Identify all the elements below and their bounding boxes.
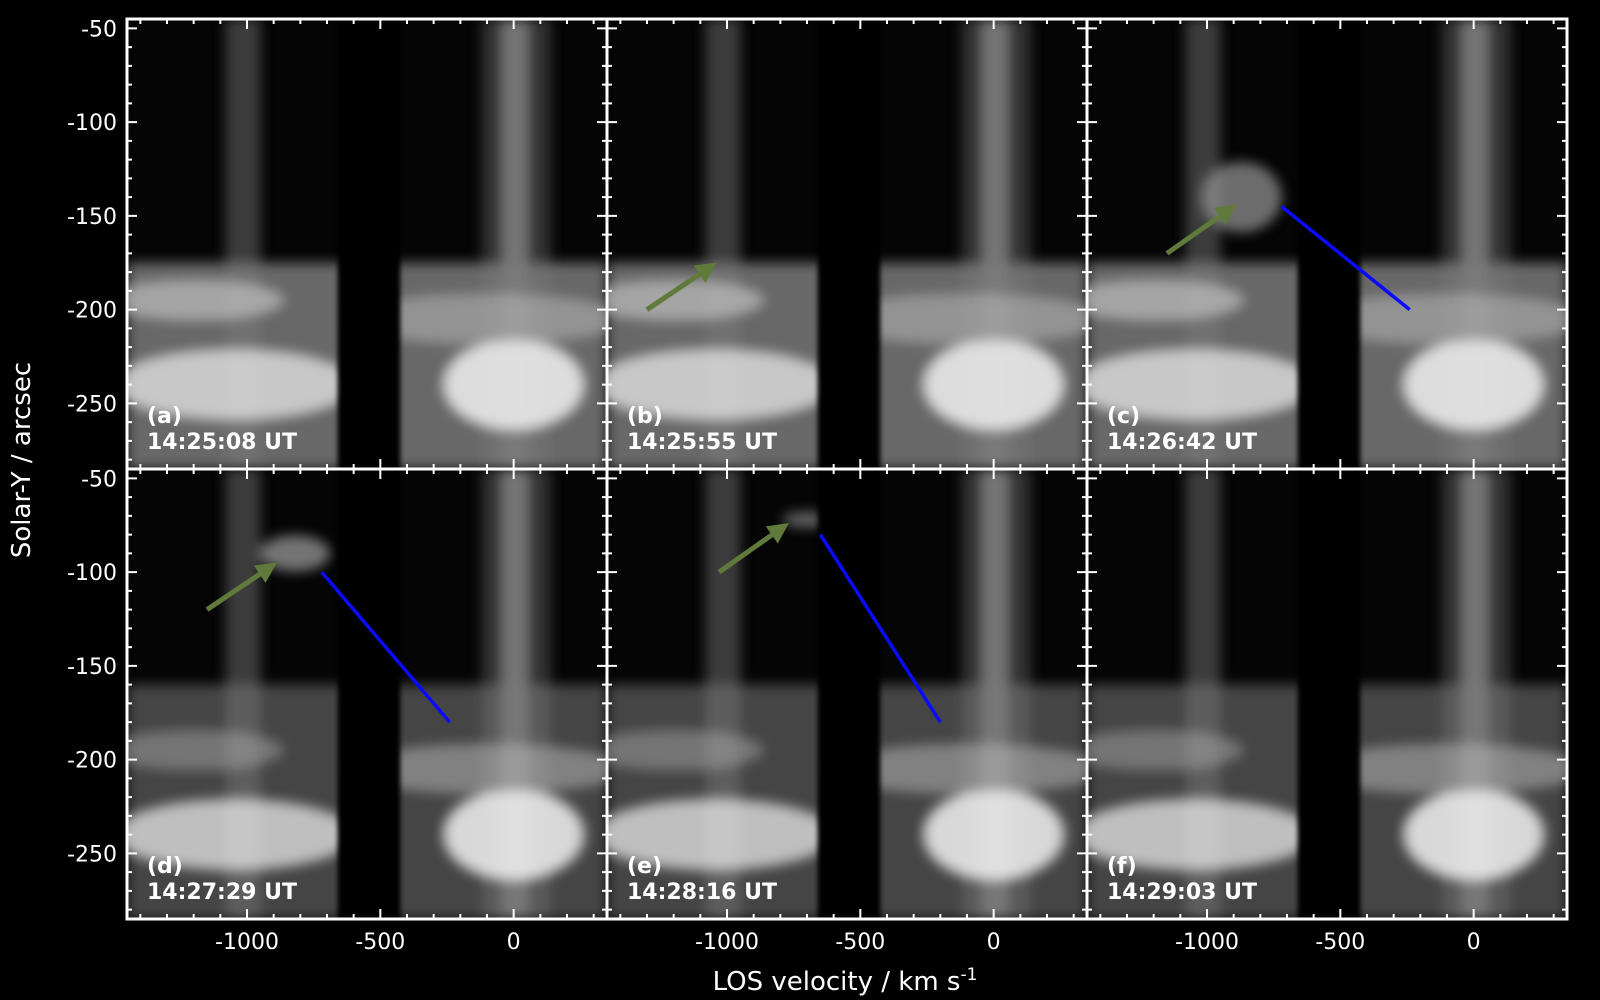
y-tick-label: -50 — [81, 17, 117, 42]
intensity-map — [1087, 469, 1567, 919]
panel-a: -50 -100 -150 -200 -250 (a)14:25:08 UT — [67, 17, 609, 471]
panel-label: (c) — [1107, 404, 1140, 429]
arrow-annotation — [717, 522, 789, 575]
panel-label: (f) — [1107, 854, 1137, 879]
y-tick-label: -250 — [67, 842, 117, 867]
arrow-annotation — [1165, 204, 1237, 256]
panel-time: 14:27:29 UT — [147, 880, 297, 905]
y-tick-label: -150 — [67, 655, 117, 680]
intensity-map — [127, 469, 607, 919]
y-tick-label: -100 — [67, 111, 117, 136]
intensity-map — [127, 19, 607, 469]
intensity-map — [607, 19, 1087, 469]
panel-time: 14:28:16 UT — [627, 880, 777, 905]
fit-line — [320, 570, 451, 724]
panel-time: 14:25:55 UT — [627, 430, 777, 455]
y-tick-label: -100 — [67, 561, 117, 586]
x-tick-label: 0 — [1467, 930, 1481, 955]
panel-c: (c)14:26:42 UT — [1085, 17, 1569, 471]
panel-time: 14:26:42 UT — [1107, 430, 1257, 455]
panel-f: -1000 -500 0 (f)14:29:03 UT — [1085, 467, 1569, 955]
x-tick-label: -500 — [355, 930, 405, 955]
x-tick-label: -1000 — [215, 930, 279, 955]
panel-time: 14:29:03 UT — [1107, 880, 1257, 905]
panel-frame — [1085, 467, 1569, 921]
panel-b: (b)14:25:55 UT — [605, 17, 1089, 471]
arrow-annotation — [205, 562, 278, 612]
panel-e: -1000 -500 0 (e)14:28:16 UT — [605, 467, 1089, 955]
y-tick-label: -200 — [67, 749, 117, 774]
panel-label: (b) — [627, 404, 663, 429]
y-tick-label: -150 — [67, 205, 117, 230]
panel-label: (e) — [627, 854, 662, 879]
intensity-map — [607, 469, 1087, 919]
x-axis-label-main: LOS velocity / km s — [713, 967, 961, 997]
axis-ticks: -1000 -500 0 — [607, 469, 1087, 955]
axis-ticks: -1000 -500 0 — [1087, 469, 1567, 955]
panel-label: (d) — [147, 854, 183, 879]
panel-grid: -50-100-150-200-250 (a)14:25:08 UT(b)14:2… — [67, 17, 1569, 955]
x-tick-label: -1000 — [1175, 930, 1239, 955]
panel-label: (a) — [147, 404, 182, 429]
x-tick-label: -500 — [835, 930, 885, 955]
panel-d: -50 -100 -150 -200 -250 -1000 -500 0 (d)14:27:29… — [67, 467, 609, 955]
fit-line — [1280, 205, 1411, 311]
y-tick-label: -50 — [81, 467, 117, 492]
x-tick-label: 0 — [507, 930, 521, 955]
x-tick-label: -1000 — [695, 930, 759, 955]
y-tick-label: -200 — [67, 299, 117, 324]
arrow-annotation — [645, 262, 718, 312]
intensity-map — [1087, 19, 1567, 469]
x-tick-label: -500 — [1315, 930, 1365, 955]
panel-time: 14:25:08 UT — [147, 430, 297, 455]
y-tick-label: -250 — [67, 392, 117, 417]
y-axis-label: Solar-Y / arcsec — [7, 362, 37, 558]
x-axis-label: LOS velocity / km s-1 — [713, 965, 978, 997]
x-axis-label-superscript: -1 — [960, 965, 977, 985]
fit-line — [818, 533, 942, 724]
x-tick-label: 0 — [987, 930, 1001, 955]
